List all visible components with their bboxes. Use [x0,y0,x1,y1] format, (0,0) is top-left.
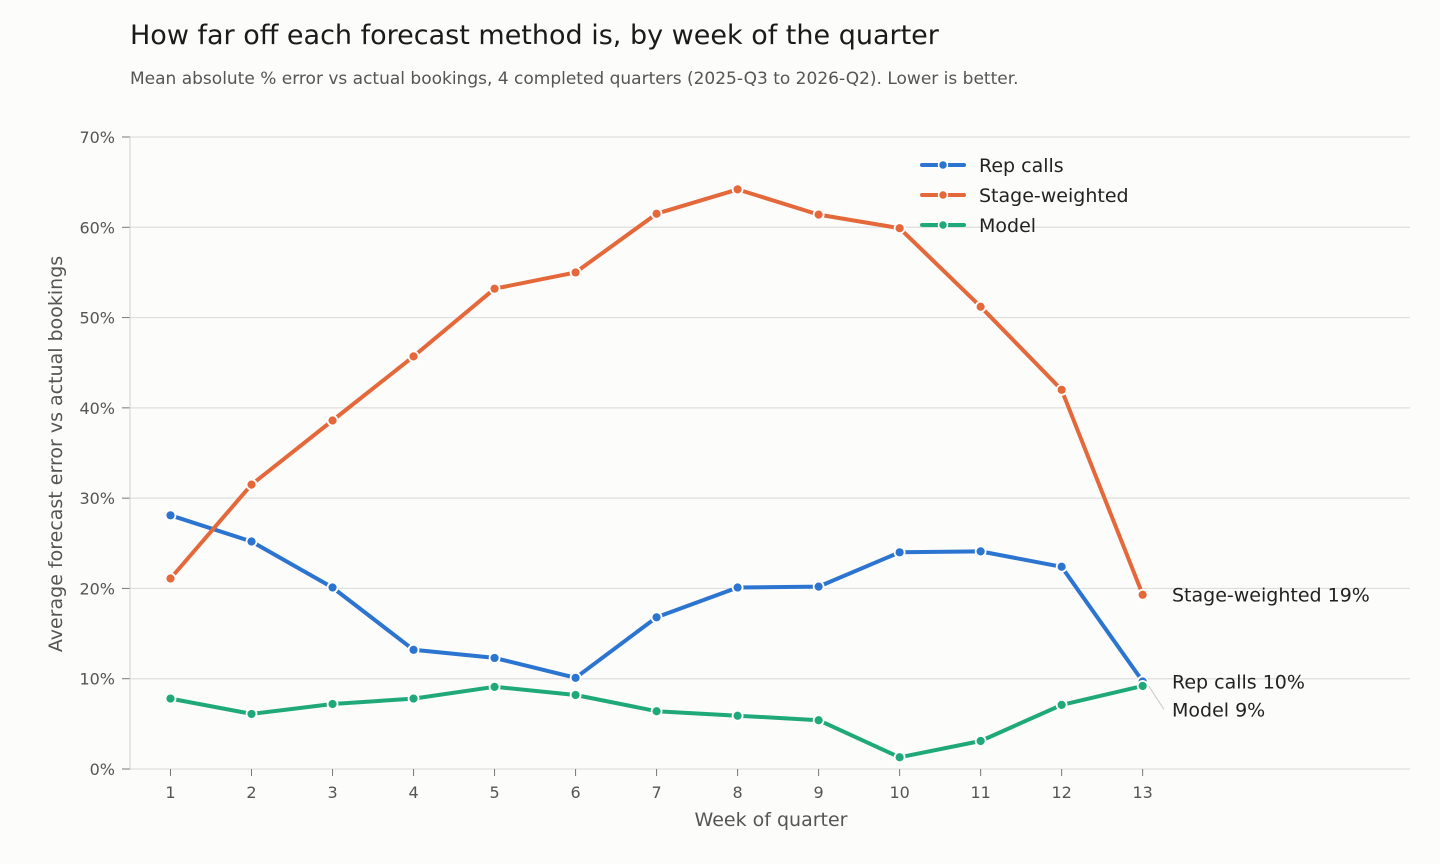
data-point [569,689,582,701]
data-point [893,751,906,764]
data-point [650,705,663,718]
data-point [812,714,825,727]
data-point [407,643,420,656]
x-tick-label: 4 [408,783,418,802]
x-tick-label: 9 [814,783,824,802]
y-tick-label: 60% [79,218,115,237]
data-point [731,709,744,722]
y-tick-label: 0% [90,760,115,779]
y-tick-label: 50% [79,309,115,328]
axes: 0%10%20%30%40%50%60%70%1 2 3 4 5 6 7 8 9 10 11 12 13 [79,128,1152,802]
data-point [407,350,420,363]
y-tick-label: 20% [79,579,115,598]
data-point [974,300,987,313]
legend: Rep calls Stage-weighted Model [920,155,1129,237]
label-leader [1148,685,1165,710]
series-layer [164,183,1149,764]
data-point [731,581,744,594]
legend-swatch-marker [937,159,949,171]
data-point [731,183,744,196]
data-point [974,735,987,747]
data-point [1136,680,1149,692]
data-point [164,572,177,585]
x-tick-label: 6 [570,783,580,802]
data-point [974,545,987,558]
data-point [1055,383,1068,396]
y-tick-label: 30% [79,489,115,508]
series-line-1 [168,187,1145,597]
data-point [245,478,258,491]
data-point [650,611,663,624]
data-point [164,692,177,705]
data-point [326,414,339,427]
data-point [569,671,582,684]
x-tick-label: 7 [651,783,661,802]
series-line-2 [168,683,1145,760]
x-tick-label: 1 [165,783,175,802]
y-tick-label: 10% [79,670,115,689]
x-tick-label: 13 [1132,783,1152,802]
data-point [812,208,825,221]
data-point [245,535,258,548]
chart-title: How far off each forecast method is, by … [130,20,939,51]
x-tick-label: 8 [733,783,743,802]
x-tick-label: 11 [970,783,990,802]
x-tick-label: 2 [246,783,256,802]
x-tick-label: 3 [327,783,337,802]
gridlines [130,136,1410,770]
data-point [893,546,906,559]
x-axis-label: Week of quarter [695,809,848,831]
y-tick-label: 40% [79,399,115,418]
data-point [488,652,501,664]
data-point [407,692,420,705]
data-point [569,266,582,279]
y-tick-label: 70% [79,128,115,147]
legend-label: Stage-weighted [979,185,1129,207]
legend-swatch-marker [937,189,949,201]
data-point [164,509,177,522]
legend-label: Rep calls [979,155,1064,177]
data-point [1055,698,1068,711]
series-end-label: Model 9% [1172,699,1265,721]
data-point [650,207,663,220]
data-point [488,282,501,295]
x-tick-label: 5 [489,783,499,802]
data-point [812,580,825,593]
data-point [326,581,339,594]
x-tick-label: 12 [1051,783,1071,802]
data-point [326,698,339,710]
data-point [1055,560,1068,573]
data-point [893,222,906,235]
data-point [488,680,501,693]
y-axis-label: Average forecast error vs actual booking… [45,256,67,652]
legend-swatch-marker [937,219,949,231]
end-labels: Stage-weighted 19% Rep calls 10% Model 9% [1148,585,1370,721]
series-line-0 [168,513,1145,684]
chart-subtitle: Mean absolute % error vs actual bookings… [130,69,1019,89]
x-tick-label: 10 [889,783,909,802]
series-end-label: Stage-weighted 19% [1172,585,1370,607]
data-point [245,708,258,720]
data-point [1136,588,1149,601]
series-end-label: Rep calls 10% [1172,671,1305,693]
legend-label: Model [979,215,1036,237]
